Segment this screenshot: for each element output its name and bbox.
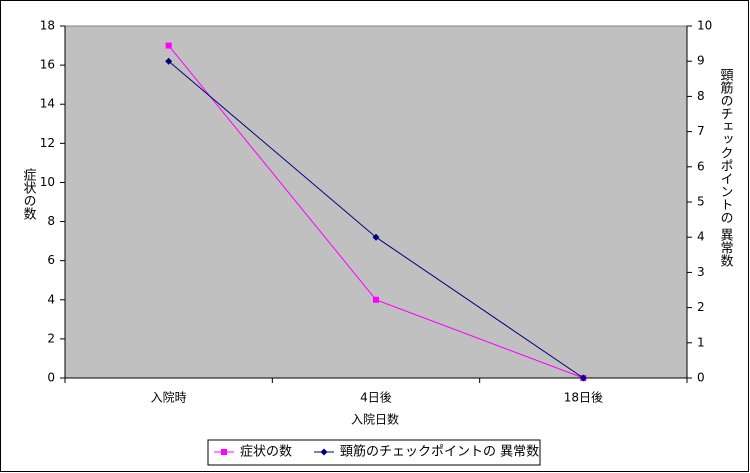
y-axis-label: 症状の数: [21, 168, 37, 220]
y-tick-label: 10: [40, 175, 55, 189]
y-tick-label: 6: [47, 253, 55, 267]
y2-tick-label: 7: [697, 124, 705, 138]
y2-tick-label: 6: [697, 159, 705, 173]
y2-tick-label: 0: [697, 371, 705, 385]
point: [579, 374, 587, 382]
x-tick-label: 4日後: [360, 391, 392, 405]
legend-label: 頸筋のチェックポイントの 異常数: [340, 444, 539, 460]
y2-axis-label: 頸筋のチェックポイントの 異常数: [718, 68, 734, 268]
y-tick-label: 0: [47, 371, 55, 385]
y-tick-label: 16: [40, 58, 55, 72]
x-axis-label: 入院日数: [351, 412, 399, 427]
x-tick-label: 入院時: [151, 391, 187, 405]
y2-tick-label: 8: [697, 89, 705, 103]
point: [165, 42, 172, 49]
y2-tick-label: 2: [697, 300, 705, 314]
point: [373, 296, 379, 303]
legend-box: [207, 439, 541, 466]
y2-tick-label: 9: [697, 54, 705, 68]
point: [165, 57, 173, 65]
y2-tick-label: 3: [697, 265, 705, 279]
legend-label: 症状の数: [240, 445, 292, 460]
plot-area: [64, 25, 688, 379]
y2-tick-label: 10: [697, 19, 712, 33]
y-tick-label: 2: [47, 331, 55, 345]
y2-tick-label: 1: [697, 335, 705, 349]
point: [372, 233, 380, 241]
y-tick-label: 8: [47, 214, 55, 228]
y2-tick-label: 5: [697, 195, 705, 209]
x-tick-label: 18日後: [564, 391, 603, 405]
y-tick-label: 14: [40, 97, 55, 111]
y-tick-label: 12: [40, 136, 55, 150]
y-tick-label: 4: [47, 292, 55, 306]
point: [221, 449, 227, 455]
y-tick-label: 18: [40, 19, 55, 33]
point: [320, 448, 328, 456]
y2-tick-label: 4: [697, 230, 705, 244]
